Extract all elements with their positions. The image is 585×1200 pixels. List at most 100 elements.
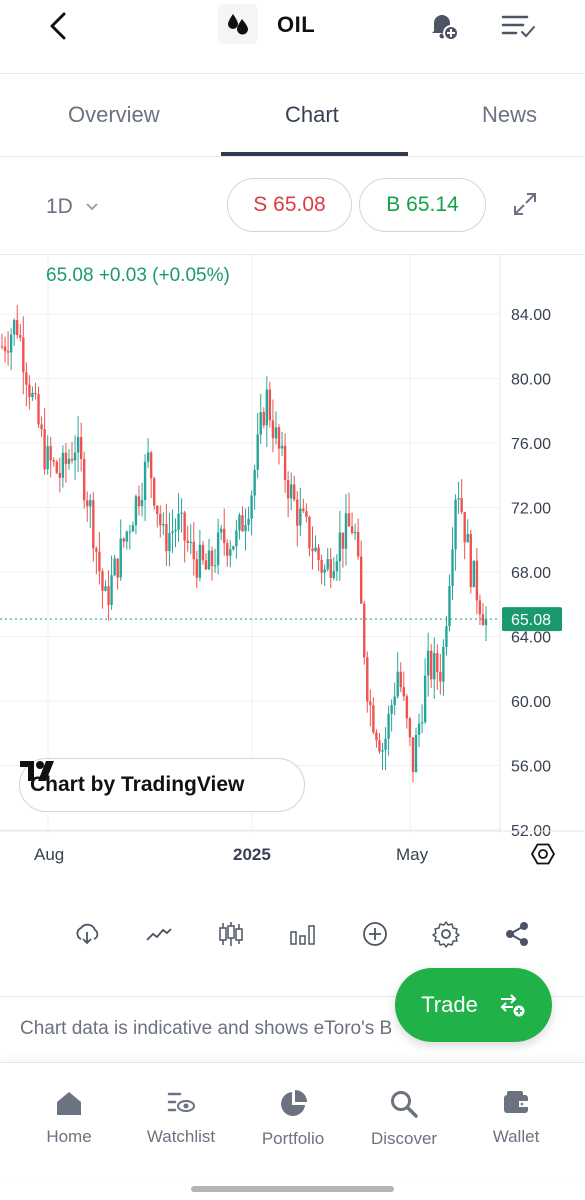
watchlist-icon — [167, 1092, 195, 1112]
oil-drop-icon — [218, 4, 258, 44]
sell-button[interactable]: S 65.08 — [227, 178, 352, 232]
candle-body — [49, 446, 52, 461]
candle-body — [19, 335, 22, 338]
trade-exchange-icon — [500, 994, 525, 1017]
candle-body — [445, 626, 448, 648]
top-header: OIL — [0, 0, 585, 74]
candle-body — [204, 560, 208, 570]
buy-button[interactable]: B 65.14 — [359, 178, 486, 232]
candle-body — [180, 512, 183, 514]
candlestick-icon[interactable] — [216, 919, 246, 949]
candle-body — [238, 515, 241, 531]
tab-news[interactable]: News — [482, 102, 538, 127]
candle-body — [9, 334, 13, 353]
x-tick-label: Aug — [34, 845, 64, 864]
tab-overview[interactable]: Overview — [68, 102, 160, 127]
nav-wallet[interactable]: Wallet — [466, 1089, 566, 1147]
candle-body — [40, 424, 43, 430]
candle-body — [283, 445, 287, 481]
nav-portfolio[interactable]: Portfolio — [243, 1089, 343, 1149]
candle-body — [359, 556, 363, 604]
candle-body — [472, 560, 476, 587]
cloud-download-icon[interactable] — [72, 919, 102, 949]
candle-body — [423, 675, 427, 723]
candle-body — [475, 560, 479, 601]
candle-body — [110, 575, 113, 605]
plus-circle-icon[interactable] — [360, 919, 390, 949]
candle-body — [122, 538, 125, 542]
candle-body — [335, 561, 339, 572]
y-tick-label: 68.00 — [511, 565, 551, 582]
candle-body — [250, 495, 253, 519]
current-price-label: 65.08 — [511, 612, 551, 629]
candle-body — [247, 518, 250, 525]
candle-body — [119, 538, 122, 578]
candle-body — [390, 705, 393, 714]
line-chart-icon[interactable] — [144, 919, 174, 949]
tradingview-badge[interactable]: Chart by TradingView — [19, 758, 305, 812]
candle-body — [95, 548, 98, 552]
bell-plus-icon[interactable] — [424, 6, 464, 46]
tab-chart[interactable]: Chart — [285, 102, 339, 127]
trade-button[interactable]: Trade — [395, 968, 552, 1042]
candle-body — [241, 515, 244, 532]
candle-body — [131, 525, 135, 532]
list-check-icon[interactable] — [496, 6, 540, 46]
bar-chart-icon[interactable] — [288, 919, 318, 949]
tradingview-text: Chart by TradingView — [30, 773, 245, 796]
current-price-tag — [502, 607, 562, 632]
tradingview-logo-icon — [20, 761, 54, 781]
candle-body — [104, 586, 107, 591]
chart-settings-icon[interactable] — [530, 843, 556, 865]
tab-bar: Overview Chart News — [0, 74, 585, 157]
candle-body — [52, 460, 55, 462]
candle-body — [226, 542, 229, 556]
candle-body — [463, 512, 466, 543]
candle-body — [478, 600, 482, 615]
candle-body — [28, 384, 31, 398]
candle-body — [302, 508, 305, 512]
bottom-nav: Home Watchlist Portfolio Discover Wallet — [0, 1062, 585, 1176]
back-arrow-icon[interactable] — [38, 6, 78, 46]
candle-body — [76, 437, 80, 453]
candle-body — [25, 372, 28, 385]
candle-body — [384, 738, 387, 751]
candle-body — [469, 533, 472, 587]
candle-body — [171, 531, 174, 534]
candle-body — [16, 320, 19, 336]
nav-home[interactable]: Home — [19, 1089, 119, 1147]
candle-body — [372, 705, 375, 733]
candle-body — [402, 687, 406, 697]
candle-body — [454, 499, 457, 550]
interval-selector[interactable]: 1D — [46, 195, 99, 219]
candle-body — [417, 723, 421, 735]
candle-body — [280, 445, 284, 449]
nav-discover[interactable]: Discover — [354, 1089, 454, 1149]
price-chart[interactable]: 84.00 80.00 76.00 72.00 68.00 64.00 60.00 56.00… — [0, 255, 585, 875]
candle-body — [314, 547, 317, 552]
candle-body — [268, 389, 272, 421]
candle-body — [430, 650, 433, 680]
price-change-readout: 65.08 +0.03 (+0.05%) — [46, 265, 230, 286]
candle-body — [305, 511, 308, 517]
expand-icon[interactable] — [508, 187, 542, 221]
chevron-down-icon — [86, 203, 98, 211]
candle-body — [46, 446, 49, 470]
candle-body — [125, 531, 129, 542]
candlestick-chart-canvas[interactable]: 84.00 80.00 76.00 72.00 68.00 64.00 60.00 56.00… — [0, 255, 585, 875]
share-icon[interactable] — [502, 919, 532, 949]
candle-body — [387, 713, 390, 739]
candle-body — [408, 718, 412, 738]
candle-body — [61, 452, 65, 478]
candle-body — [143, 461, 147, 501]
nav-watchlist[interactable]: Watchlist — [131, 1089, 231, 1147]
candle-body — [64, 452, 68, 464]
gear-icon[interactable] — [431, 919, 461, 949]
candle-body — [89, 500, 92, 507]
candle-body — [149, 452, 153, 479]
nav-wallet-label: Wallet — [492, 1127, 540, 1146]
home-indicator — [191, 1186, 394, 1192]
candle-body — [414, 734, 418, 773]
candle-body — [244, 524, 247, 532]
candle-body — [195, 559, 199, 578]
